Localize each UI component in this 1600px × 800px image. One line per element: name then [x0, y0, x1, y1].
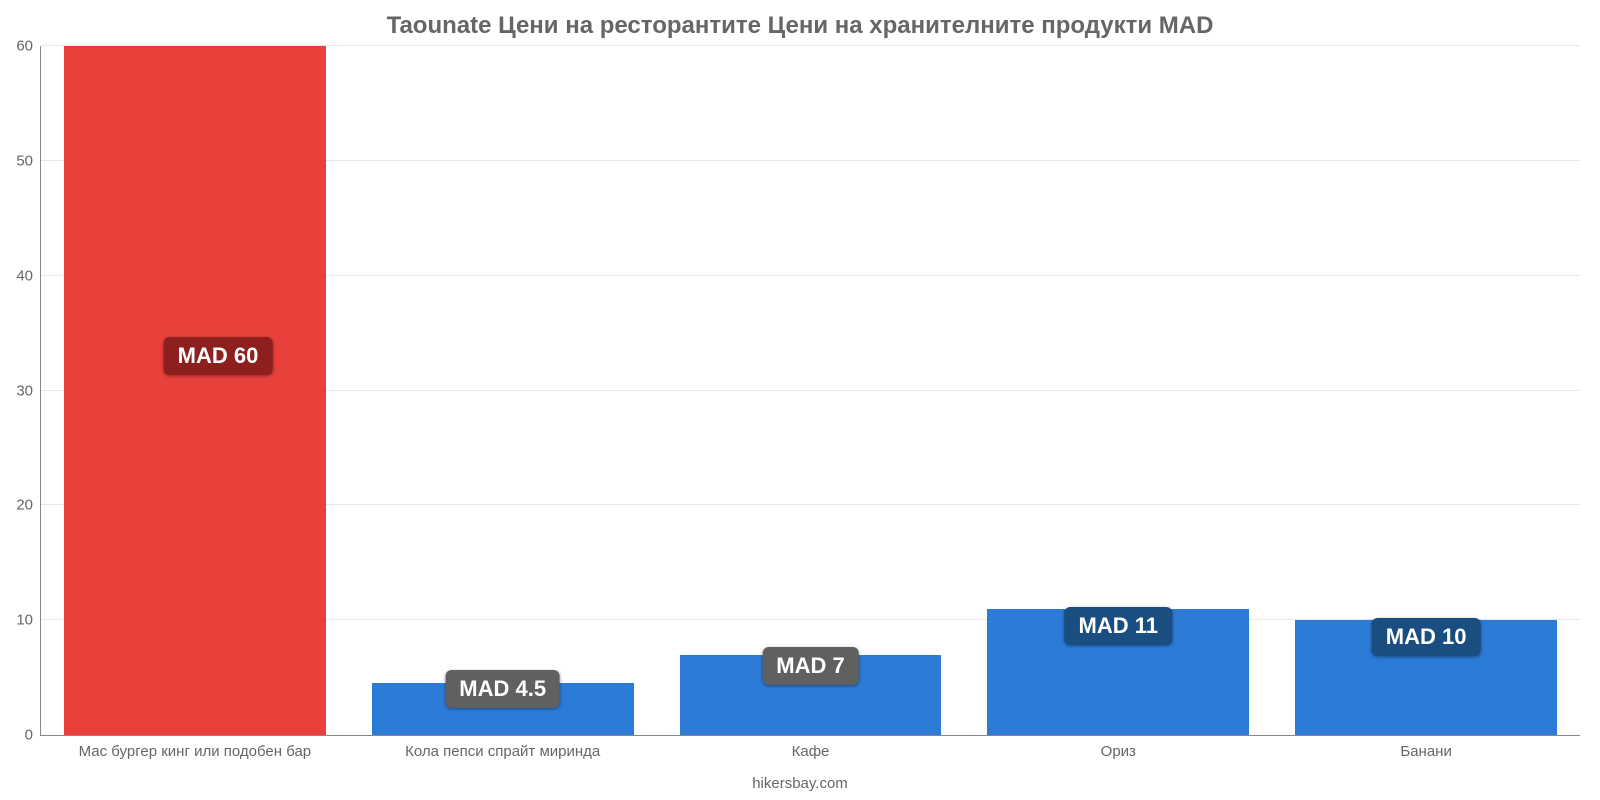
x-tick-label: Ориз [1101, 735, 1136, 760]
value-label: MAD 10 [1372, 618, 1481, 656]
y-tick-label: 40 [16, 267, 41, 284]
x-tick-label: Кола пепси спрайт миринда [405, 735, 600, 760]
y-tick-label: 20 [16, 497, 41, 514]
y-tick-label: 10 [16, 612, 41, 629]
value-label: MAD 60 [164, 337, 273, 375]
value-label: MAD 11 [1065, 607, 1172, 645]
chart-footer: hikersbay.com [0, 775, 1600, 792]
y-tick-label: 60 [16, 38, 41, 55]
chart-container: Taounate Цени на ресторантите Цени на хр… [0, 0, 1600, 800]
y-tick-label: 0 [25, 727, 41, 744]
value-label: MAD 7 [762, 647, 858, 685]
bar [64, 46, 326, 735]
x-tick-label: Мас бургер кинг или подобен бар [79, 735, 312, 760]
chart-title: Taounate Цени на ресторантите Цени на хр… [0, 12, 1600, 40]
plot-area: 0102030405060Мас бургер кинг или подобен… [40, 46, 1580, 736]
value-label: MAD 4.5 [445, 670, 560, 708]
y-tick-label: 50 [16, 152, 41, 169]
x-tick-label: Банани [1400, 735, 1451, 760]
y-tick-label: 30 [16, 382, 41, 399]
x-tick-label: Кафе [792, 735, 830, 760]
